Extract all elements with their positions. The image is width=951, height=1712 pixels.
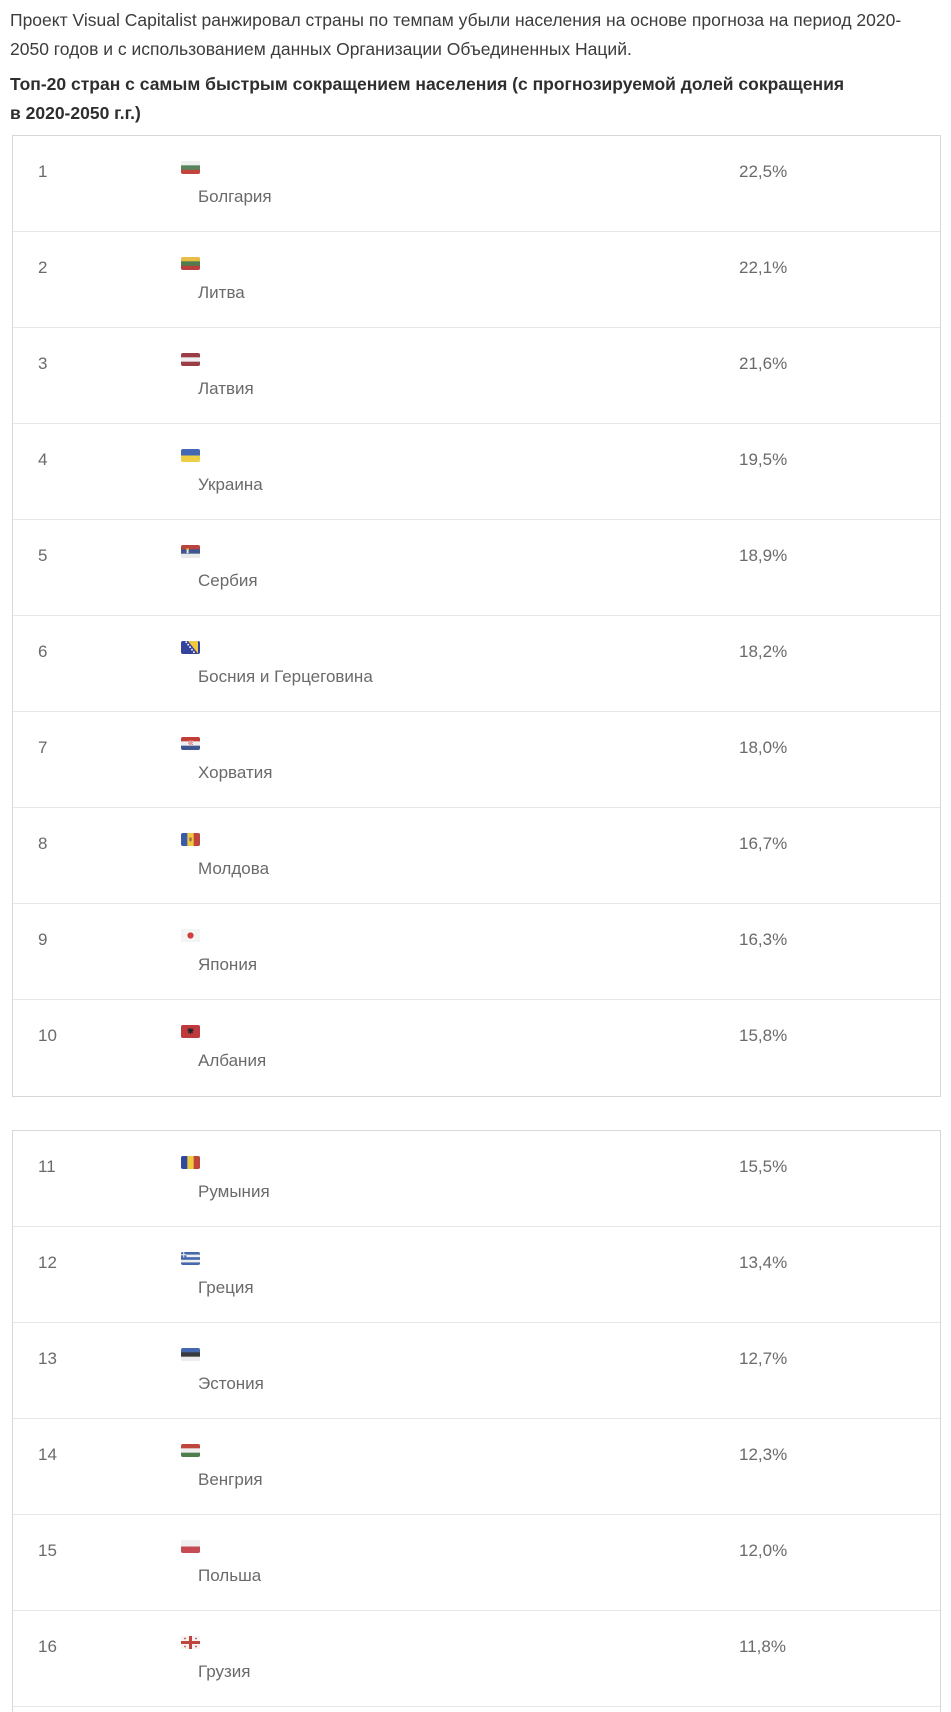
decline-percent: 15,5%	[739, 1157, 788, 1176]
decline-percent: 13,4%	[739, 1253, 788, 1272]
flag-serbia-icon	[181, 545, 200, 558]
table-row: 10 Албания 15,8%	[13, 1000, 940, 1096]
country-name: Грузия	[198, 1662, 251, 1681]
flag-hungary-icon	[181, 1444, 200, 1457]
table-row: 6 Босния и Герцеговина 18,2%	[13, 616, 940, 712]
country-name: Болгария	[198, 187, 272, 206]
flag-albania-icon	[181, 1025, 200, 1038]
table-row: 9 Япония 16,3%	[13, 904, 940, 1000]
country-name: Венгрия	[198, 1470, 263, 1489]
table-row: 3 Латвия 21,6%	[13, 328, 940, 424]
country-name: Албания	[198, 1051, 267, 1070]
flag-georgia-icon	[181, 1636, 200, 1649]
country-name: Литва	[198, 283, 245, 302]
rank-number: 10	[38, 1026, 57, 1045]
decline-percent: 18,2%	[739, 642, 788, 661]
rank-number: 8	[38, 834, 48, 853]
country-name: Польша	[198, 1566, 262, 1585]
rank-number: 7	[38, 738, 48, 757]
decline-percent: 19,5%	[739, 450, 788, 469]
table-row: 1 Болгария 22,5%	[13, 136, 940, 232]
decline-percent: 22,5%	[739, 162, 788, 181]
flag-lithuania-icon	[181, 257, 200, 270]
country-name: Босния и Герцеговина	[198, 667, 373, 686]
decline-percent: 22,1%	[739, 258, 788, 277]
flag-japan-icon	[181, 929, 200, 942]
flag-greece-icon	[181, 1252, 200, 1265]
flag-latvia-icon	[181, 353, 200, 366]
flag-estonia-icon	[181, 1348, 200, 1361]
intro-paragraph: Проект Visual Capitalist ранжировал стра…	[10, 10, 902, 59]
country-name: Эстония	[198, 1374, 264, 1393]
ranking-table-top-10: 1 Болгария 22,5% 2 Литва 22,1% 3 Латвия 21,6% 4 Ук…	[12, 135, 941, 1097]
decline-percent: 21,6%	[739, 354, 788, 373]
flag-poland-icon	[181, 1540, 200, 1553]
decline-percent: 16,7%	[739, 834, 788, 853]
country-name: Молдова	[198, 859, 270, 878]
rank-number: 12	[38, 1253, 57, 1272]
country-name: Украина	[198, 475, 263, 494]
table-row: 11 Румыния 15,5%	[13, 1131, 940, 1227]
country-name: Греция	[198, 1278, 254, 1297]
decline-percent: 12,7%	[739, 1349, 788, 1368]
decline-percent: 18,0%	[739, 738, 788, 757]
rank-number: 9	[38, 930, 48, 949]
rank-number: 3	[38, 354, 48, 373]
rank-number: 2	[38, 258, 48, 277]
flag-bosnia-icon	[181, 641, 200, 654]
decline-percent: 15,8%	[739, 1026, 788, 1045]
table-row: 8 Молдова 16,7%	[13, 808, 940, 904]
table-row: 2 Литва 22,1%	[13, 232, 940, 328]
flag-romania-icon	[181, 1156, 200, 1169]
table-row: 13 Эстония 12,7%	[13, 1323, 940, 1419]
decline-percent: 12,0%	[739, 1541, 788, 1560]
flag-bulgaria-icon	[181, 161, 200, 174]
decline-percent: 18,9%	[739, 546, 788, 565]
rank-number: 15	[38, 1541, 57, 1560]
country-name: Латвия	[198, 379, 254, 398]
decline-percent: 16,3%	[739, 930, 788, 949]
table-title: Топ-20 стран с самым быстрым сокращением…	[10, 74, 845, 123]
table-row: 7 Хорватия 18,0%	[13, 712, 940, 808]
ranking-table-11-plus: 11 Румыния 15,5% 12 Греция 13,4% 13 Эстония 12,7…	[12, 1130, 941, 1712]
rank-number: 4	[38, 450, 48, 469]
rank-number: 5	[38, 546, 48, 565]
table-row: 4 Украина 19,5%	[13, 424, 940, 520]
country-name: Сербия	[198, 571, 258, 590]
country-name: Хорватия	[198, 763, 273, 782]
flag-croatia-icon	[181, 737, 200, 750]
decline-percent: 12,3%	[739, 1445, 788, 1464]
decline-percent: 11,8%	[739, 1637, 786, 1656]
rank-number: 6	[38, 642, 48, 661]
flag-moldova-icon	[181, 833, 200, 846]
table-row: 12 Греция 13,4%	[13, 1227, 940, 1323]
rank-number: 11	[38, 1157, 56, 1176]
rank-number: 1	[38, 162, 48, 181]
table-row: 14 Венгрия 12,3%	[13, 1419, 940, 1515]
country-name: Румыния	[198, 1182, 270, 1201]
country-name: Япония	[198, 955, 258, 974]
table-row: 15 Польша 12,0%	[13, 1515, 940, 1611]
table-row: 5 Сербия 18,9%	[13, 520, 940, 616]
table-row: 16 Грузия 11,8%	[13, 1611, 940, 1707]
rank-number: 16	[38, 1637, 57, 1656]
flag-ukraine-icon	[181, 449, 200, 462]
rank-number: 14	[38, 1445, 57, 1464]
rank-number: 13	[38, 1349, 57, 1368]
